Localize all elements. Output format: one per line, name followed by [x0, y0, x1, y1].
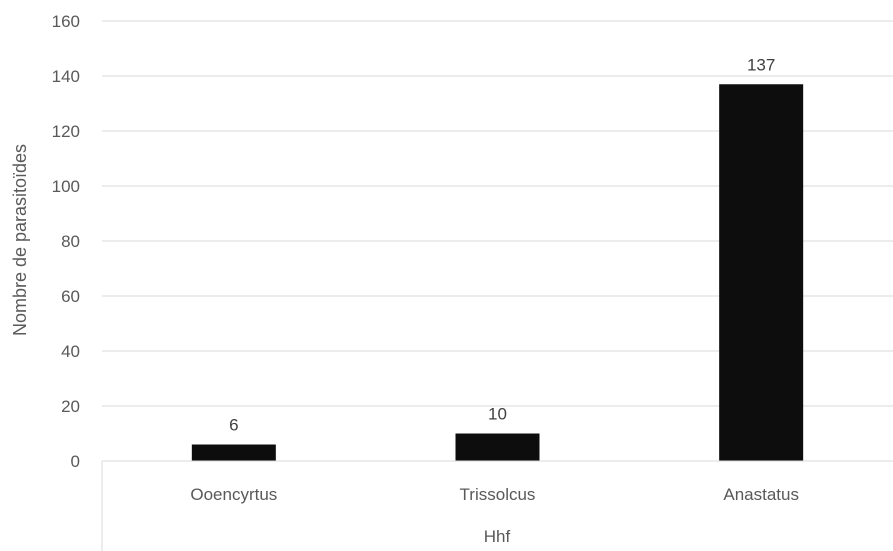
category-label: Ooencyrtus — [190, 485, 277, 504]
data-label: 137 — [747, 55, 775, 74]
y-tick-label: 20 — [61, 397, 80, 416]
gridlines — [102, 20, 893, 407]
y-axis-title: Nombre de parasitoïdes — [10, 144, 30, 336]
data-label: 6 — [229, 416, 238, 435]
y-tick-label: 160 — [52, 12, 80, 31]
category-label: Anastatus — [723, 485, 799, 504]
y-tick-label: 60 — [61, 287, 80, 306]
group-label: Hhf — [484, 527, 511, 546]
bar-trissolcus — [455, 433, 540, 461]
bars — [191, 84, 804, 461]
y-tick-label: 40 — [61, 342, 80, 361]
category-label: Trissolcus — [460, 485, 536, 504]
bar-ooencyrtus — [191, 444, 276, 461]
y-axis-ticks: 0 20 40 60 80 100 120 140 160 — [52, 12, 80, 471]
y-tick-label: 0 — [71, 452, 80, 471]
x-axis — [101, 460, 893, 551]
data-label: 10 — [488, 405, 507, 424]
y-tick-label: 100 — [52, 177, 80, 196]
category-labels: Ooencyrtus Trissolcus Anastatus — [190, 485, 799, 504]
bar-anastatus — [719, 84, 804, 461]
data-labels: 6 10 137 — [229, 55, 775, 434]
y-tick-label: 80 — [61, 232, 80, 251]
y-tick-label: 140 — [52, 67, 80, 86]
y-tick-label: 120 — [52, 122, 80, 141]
